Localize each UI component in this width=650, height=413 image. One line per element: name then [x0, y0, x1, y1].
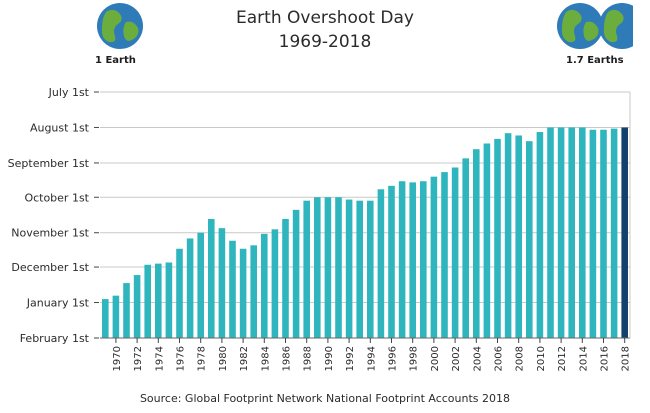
chart-title: Earth Overshoot Day — [236, 8, 414, 28]
bar-2010 — [536, 132, 544, 338]
source-note: Source: Global Footprint Network Nationa… — [139, 392, 511, 405]
bar-1972 — [133, 275, 141, 338]
bar-1973 — [144, 264, 151, 338]
bar-2014 — [579, 127, 586, 339]
bar-1969 — [102, 299, 109, 338]
y-tick-label: August 1st — [30, 121, 90, 134]
bar-2001 — [441, 172, 448, 338]
bar-1997 — [398, 181, 406, 338]
bar-1971 — [123, 283, 130, 338]
x-tick-label: 1994 — [366, 346, 377, 371]
y-tick-label: October 1st — [24, 191, 89, 204]
y-tick-label: September 1st — [8, 157, 90, 170]
bar-1970 — [112, 295, 120, 338]
x-tick-label: 1970 — [112, 346, 123, 371]
bar-1976 — [176, 248, 183, 338]
x-tick-label: 2006 — [494, 346, 505, 371]
bar-2013 — [568, 127, 575, 339]
bar-2011 — [547, 127, 554, 339]
bar-2005 — [483, 143, 491, 338]
x-tick-label: 1986 — [282, 346, 293, 371]
bar-1978 — [197, 232, 204, 338]
bar-1998 — [409, 182, 416, 338]
x-tick-label: 2002 — [451, 346, 462, 371]
x-tick-label: 1982 — [239, 346, 250, 371]
x-tick-label: 1996 — [388, 346, 399, 371]
x-tick-label: 1974 — [154, 346, 165, 371]
overshoot-chart: July 1st August 1st September 1st October 1… — [8, 3, 633, 371]
bar-1995 — [377, 189, 385, 338]
earth-globe-icon-right-1 — [557, 3, 603, 49]
x-tick-label: 2000 — [430, 346, 441, 371]
x-tick-label: 2014 — [578, 346, 589, 371]
x-tick-label: 1976 — [176, 346, 187, 371]
bar-1987 — [292, 209, 300, 338]
y-tick-label: December 1st — [11, 261, 89, 274]
bar-2016 — [600, 129, 607, 338]
bar-1983 — [250, 245, 257, 338]
bar-1989 — [314, 197, 321, 338]
bar-2015 — [589, 129, 597, 338]
earth-globe-icon-left — [97, 3, 143, 49]
bar-1990 — [324, 197, 332, 338]
y-tick-label: February 1st — [20, 332, 90, 345]
bar-1999 — [420, 181, 427, 338]
x-tick-label: 1988 — [303, 346, 314, 371]
bar-2002 — [451, 167, 459, 338]
bar-1996 — [388, 185, 395, 338]
one-point-seven-earths-label: 1.7 Earths — [566, 55, 624, 66]
x-tick-label: 1984 — [260, 346, 271, 371]
bar-2012 — [557, 127, 565, 339]
bar-1974 — [155, 263, 162, 338]
bar-1981 — [229, 240, 236, 338]
bar-1982 — [239, 248, 247, 338]
bar-2018 — [621, 127, 628, 339]
bar-1975 — [165, 262, 173, 338]
bar-2009 — [526, 141, 533, 338]
x-tick-label: 2004 — [472, 346, 483, 371]
bar-2008 — [515, 135, 522, 338]
earth-globe-icon-right-2 — [599, 3, 633, 49]
x-tick-label: 2010 — [536, 346, 547, 371]
x-tick-label: 1990 — [324, 346, 335, 371]
bar-2004 — [473, 149, 480, 338]
y-tick-label: January 1st — [26, 297, 90, 310]
bar-1980 — [218, 228, 226, 338]
x-tick-label: 2016 — [600, 346, 611, 371]
bar-1992 — [345, 199, 353, 338]
bar-1977 — [186, 238, 194, 338]
one-earth-label: 1 Earth — [95, 55, 136, 66]
bar-2006 — [494, 138, 501, 338]
x-tick-label: 2008 — [515, 346, 526, 371]
x-tick-label: 1978 — [197, 346, 208, 371]
bar-1994 — [367, 200, 374, 338]
bar-1979 — [208, 219, 215, 338]
bar-1991 — [335, 197, 342, 338]
bar-1986 — [282, 219, 289, 338]
x-tick-label: 1980 — [218, 346, 229, 371]
bar-1993 — [356, 200, 363, 338]
x-tick-label: 2018 — [621, 346, 632, 371]
x-tick-label: 1992 — [345, 346, 356, 371]
chart-subtitle: 1969-2018 — [278, 32, 372, 52]
bar-2017 — [610, 128, 618, 338]
bar-1984 — [261, 233, 268, 338]
bar-2007 — [504, 133, 512, 338]
x-tick-label: 1972 — [133, 346, 144, 371]
bar-2000 — [430, 176, 438, 338]
y-tick-label: November 1st — [11, 227, 89, 240]
bar-2003 — [462, 158, 469, 338]
x-tick-label: 1998 — [409, 346, 420, 371]
bar-1988 — [303, 200, 310, 338]
bar-1985 — [271, 229, 279, 338]
y-tick-label: July 1st — [48, 86, 90, 99]
x-tick-label: 2012 — [557, 346, 568, 371]
